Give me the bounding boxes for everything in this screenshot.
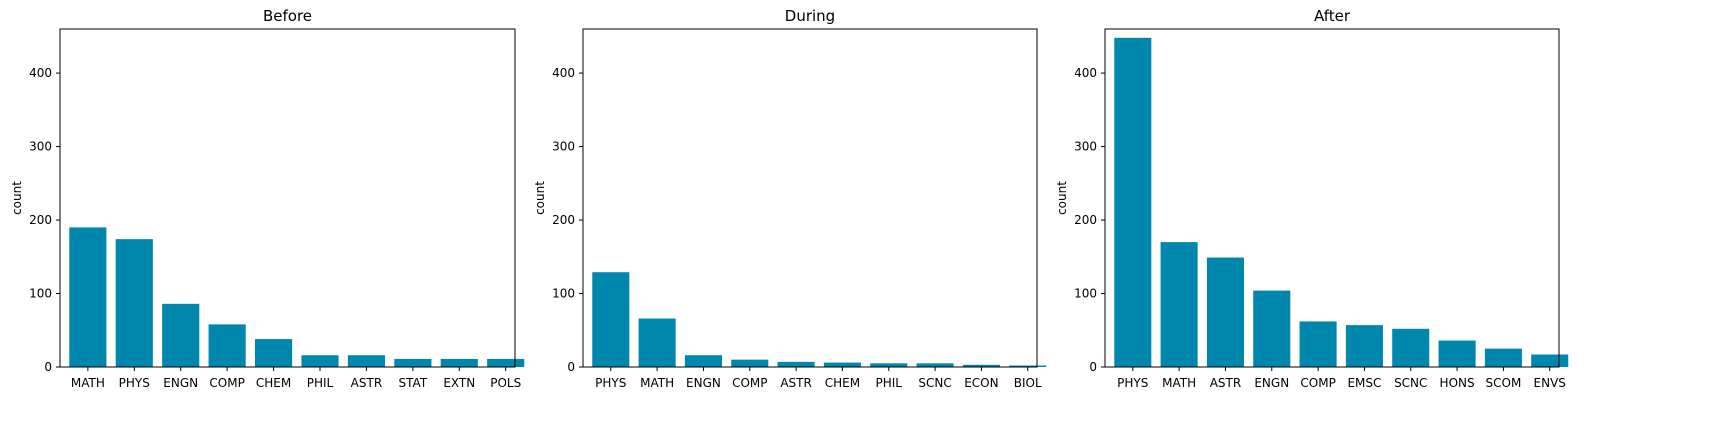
x-tick-label: ENGN xyxy=(163,376,198,390)
bar-phil xyxy=(870,363,908,367)
axes-frame xyxy=(59,28,516,368)
bar-chem xyxy=(823,362,861,367)
bar-scom xyxy=(1484,348,1522,367)
bar-math xyxy=(1160,242,1198,367)
y-tick-label: 200 xyxy=(1074,213,1097,227)
x-tick-label: PHYS xyxy=(1117,376,1148,390)
x-tick-label: MATH xyxy=(71,376,105,390)
bar-extn xyxy=(440,358,478,367)
x-tick-label: SCNC xyxy=(918,376,951,390)
bar-astr xyxy=(347,355,385,367)
x-tick-label: MATH xyxy=(1162,376,1196,390)
subplot-title: Before xyxy=(263,7,312,25)
bar-engn xyxy=(684,355,722,367)
bar-comp xyxy=(208,324,246,367)
bar-stat xyxy=(394,358,432,367)
x-tick-label: EXTN xyxy=(443,376,475,390)
bar-phys xyxy=(592,272,630,367)
y-tick-label: 100 xyxy=(552,287,575,301)
bar-econ xyxy=(962,364,1000,367)
bar-engn xyxy=(1253,290,1291,367)
x-tick-label: PHIL xyxy=(876,376,903,390)
bar-scnc xyxy=(1392,328,1430,367)
subplot-title: During xyxy=(785,7,835,25)
y-tick-label: 400 xyxy=(1074,66,1097,80)
x-tick-label: POLS xyxy=(490,376,521,390)
x-tick-label: MATH xyxy=(640,376,674,390)
x-tick-label: ASTR xyxy=(1210,376,1242,390)
y-tick-label: 200 xyxy=(29,213,52,227)
bar-hons xyxy=(1438,340,1476,367)
y-tick-label: 300 xyxy=(552,140,575,154)
y-tick-label: 0 xyxy=(567,360,575,374)
bar-phys xyxy=(1114,37,1152,367)
bar-math xyxy=(69,227,107,367)
x-tick-label: PHIL xyxy=(307,376,334,390)
x-tick-label: COMP xyxy=(732,376,767,390)
x-tick-label: ECON xyxy=(964,376,998,390)
x-tick-label: SCNC xyxy=(1394,376,1427,390)
x-tick-label: ENVS xyxy=(1534,376,1566,390)
x-tick-label: PHYS xyxy=(119,376,150,390)
bar-biol xyxy=(1009,365,1047,367)
x-tick-label: HONS xyxy=(1440,376,1475,390)
y-tick-label: 200 xyxy=(552,213,575,227)
bar-scnc xyxy=(916,363,954,367)
x-tick-label: COMP xyxy=(209,376,244,390)
y-tick-label: 300 xyxy=(29,140,52,154)
y-axis-label: count xyxy=(1055,181,1069,215)
x-tick-label: STAT xyxy=(399,376,428,390)
y-tick-label: 400 xyxy=(552,66,575,80)
bar-pols xyxy=(487,358,525,367)
bar-engn xyxy=(162,303,200,367)
bar-astr xyxy=(1206,257,1244,367)
bar-comp xyxy=(1299,321,1337,367)
y-tick-label: 0 xyxy=(44,360,52,374)
y-tick-label: 300 xyxy=(1074,140,1097,154)
bar-math xyxy=(638,318,676,367)
y-tick-label: 100 xyxy=(1074,287,1097,301)
x-tick-label: PHYS xyxy=(595,376,626,390)
y-tick-label: 400 xyxy=(29,66,52,80)
y-tick-label: 0 xyxy=(1089,360,1097,374)
subplot-2: PHYS MATH ENGN COMP ASTR CHEM PHIL SCNC ECON BIOL… xyxy=(533,7,1047,390)
bar-comp xyxy=(731,359,769,367)
bar-astr xyxy=(777,361,815,367)
y-tick-label: 100 xyxy=(29,287,52,301)
axes-frame xyxy=(1104,28,1560,368)
x-tick-label: SCOM xyxy=(1486,376,1522,390)
bar-phys xyxy=(115,239,153,367)
x-tick-label: ENGN xyxy=(686,376,721,390)
x-tick-label: ENGN xyxy=(1254,376,1289,390)
y-axis-label: count xyxy=(10,181,24,215)
subplot-3: PHYS MATH ASTR ENGN COMP EMSC SCNC HONS SCOM ENVS… xyxy=(1055,7,1569,390)
subplot-title: After xyxy=(1314,7,1351,25)
subplot-1: MATH PHYS ENGN COMP CHEM PHIL ASTR STAT EXTN POLS… xyxy=(10,7,525,390)
axes-frame xyxy=(582,28,1038,368)
x-tick-label: CHEM xyxy=(256,376,291,390)
y-axis-label: count xyxy=(533,181,547,215)
x-tick-label: ASTR xyxy=(351,376,383,390)
x-tick-label: ASTR xyxy=(780,376,812,390)
x-tick-label: EMSC xyxy=(1347,376,1381,390)
x-tick-label: COMP xyxy=(1300,376,1335,390)
bar-emsc xyxy=(1345,325,1383,367)
x-tick-label: BIOL xyxy=(1014,376,1042,390)
bar-envs xyxy=(1531,354,1569,367)
x-tick-label: CHEM xyxy=(825,376,860,390)
bar-phil xyxy=(301,355,339,367)
bar-chem xyxy=(255,339,293,367)
